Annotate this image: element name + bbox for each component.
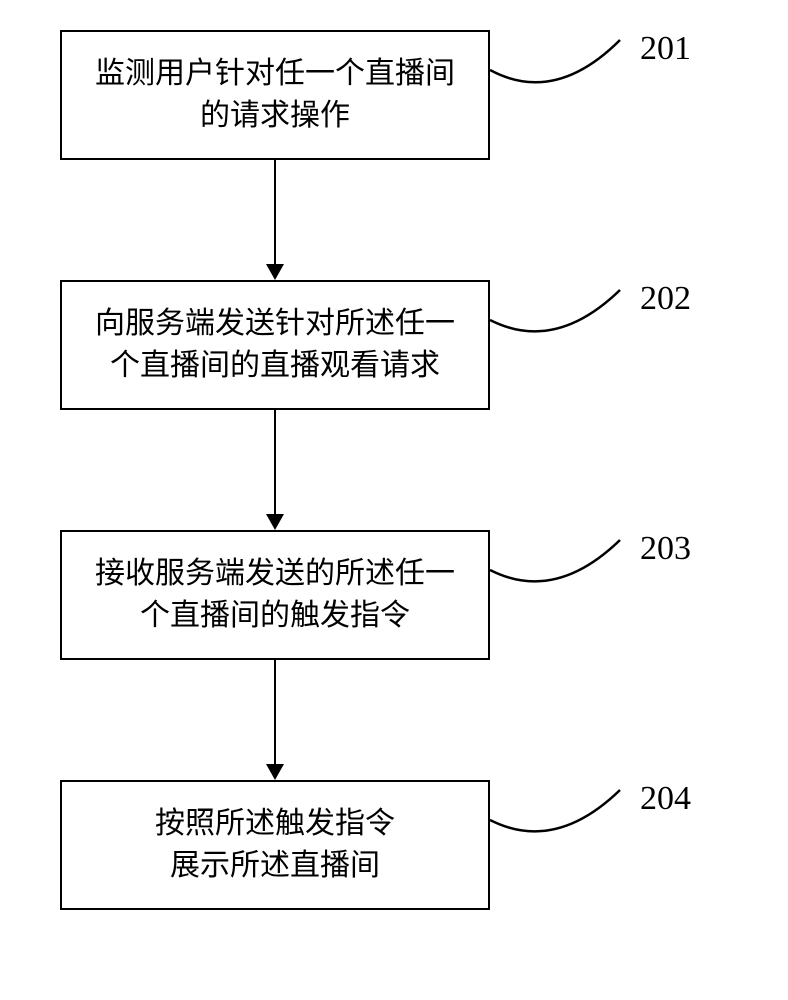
step-label-4: 204 [640, 780, 691, 818]
flow-step-1: 监测用户针对任一个直播间 的请求操作 [60, 30, 490, 160]
flow-step-2-text: 向服务端发送针对所述任一 个直播间的直播观看请求 [95, 303, 455, 387]
arrow-2-3-line [274, 410, 276, 514]
step-label-3: 203 [640, 530, 691, 568]
connector-2 [490, 280, 630, 370]
flowchart-canvas: 监测用户针对任一个直播间 的请求操作 201 向服务端发送针对所述任一 个直播间… [0, 0, 788, 1000]
flow-step-4: 按照所述触发指令 展示所述直播间 [60, 780, 490, 910]
arrow-2-3-head [266, 514, 284, 530]
arrow-1-2-head [266, 264, 284, 280]
connector-3 [490, 530, 630, 620]
arrow-3-4-line [274, 660, 276, 764]
connector-4 [490, 780, 630, 870]
flow-step-1-text: 监测用户针对任一个直播间 的请求操作 [95, 53, 455, 137]
step-label-1: 201 [640, 30, 691, 68]
arrow-1-2-line [274, 160, 276, 264]
flow-step-3-text: 接收服务端发送的所述任一 个直播间的触发指令 [95, 553, 455, 637]
flow-step-3: 接收服务端发送的所述任一 个直播间的触发指令 [60, 530, 490, 660]
connector-1 [490, 30, 630, 120]
step-label-2: 202 [640, 280, 691, 318]
flow-step-4-text: 按照所述触发指令 展示所述直播间 [155, 803, 395, 887]
flow-step-2: 向服务端发送针对所述任一 个直播间的直播观看请求 [60, 280, 490, 410]
arrow-3-4-head [266, 764, 284, 780]
